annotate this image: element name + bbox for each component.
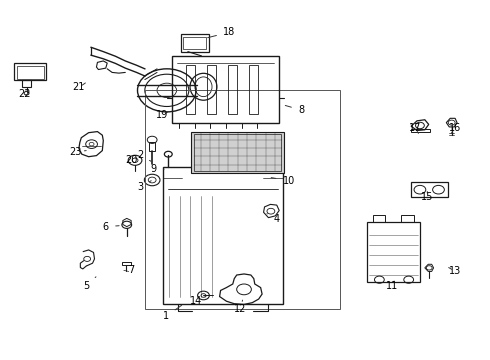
Text: 23: 23 [69, 147, 86, 157]
Bar [411, 182, 448, 197]
Text: 19: 19 [156, 111, 169, 121]
Bar [180, 35, 209, 51]
Text: 8: 8 [285, 105, 304, 115]
Text: 11: 11 [386, 281, 398, 291]
Text: 20: 20 [125, 155, 138, 165]
Text: 16: 16 [449, 123, 461, 134]
Text: 18: 18 [208, 27, 236, 38]
Text: 15: 15 [421, 192, 434, 202]
Bar [401, 215, 414, 222]
Bar [22, 80, 31, 87]
Text: 7: 7 [128, 262, 135, 275]
Bar [163, 167, 283, 304]
Text: 5: 5 [83, 277, 96, 291]
Bar [122, 262, 131, 265]
Text: 1: 1 [163, 305, 182, 321]
Text: 2: 2 [137, 150, 151, 161]
Text: 13: 13 [449, 266, 461, 276]
Bar [207, 65, 216, 114]
Bar [172, 56, 279, 123]
Bar [149, 142, 155, 151]
Text: 4: 4 [267, 214, 280, 224]
Bar [194, 134, 281, 171]
Bar [228, 65, 237, 114]
Bar [17, 66, 44, 78]
Bar [14, 63, 46, 80]
Bar [191, 132, 284, 173]
Text: 12: 12 [234, 300, 246, 314]
Bar [145, 90, 340, 309]
Text: 14: 14 [190, 296, 206, 306]
Bar [249, 65, 258, 114]
Text: 9: 9 [150, 164, 164, 174]
Text: 17: 17 [409, 123, 421, 134]
Bar [186, 65, 195, 114]
Bar [183, 37, 206, 49]
Text: 10: 10 [271, 176, 295, 186]
Text: 3: 3 [137, 181, 151, 192]
Bar [411, 129, 430, 132]
Text: 21: 21 [73, 82, 85, 93]
Bar [373, 215, 385, 222]
Text: 6: 6 [103, 222, 119, 231]
Bar [367, 222, 420, 282]
Text: 22: 22 [18, 89, 30, 99]
